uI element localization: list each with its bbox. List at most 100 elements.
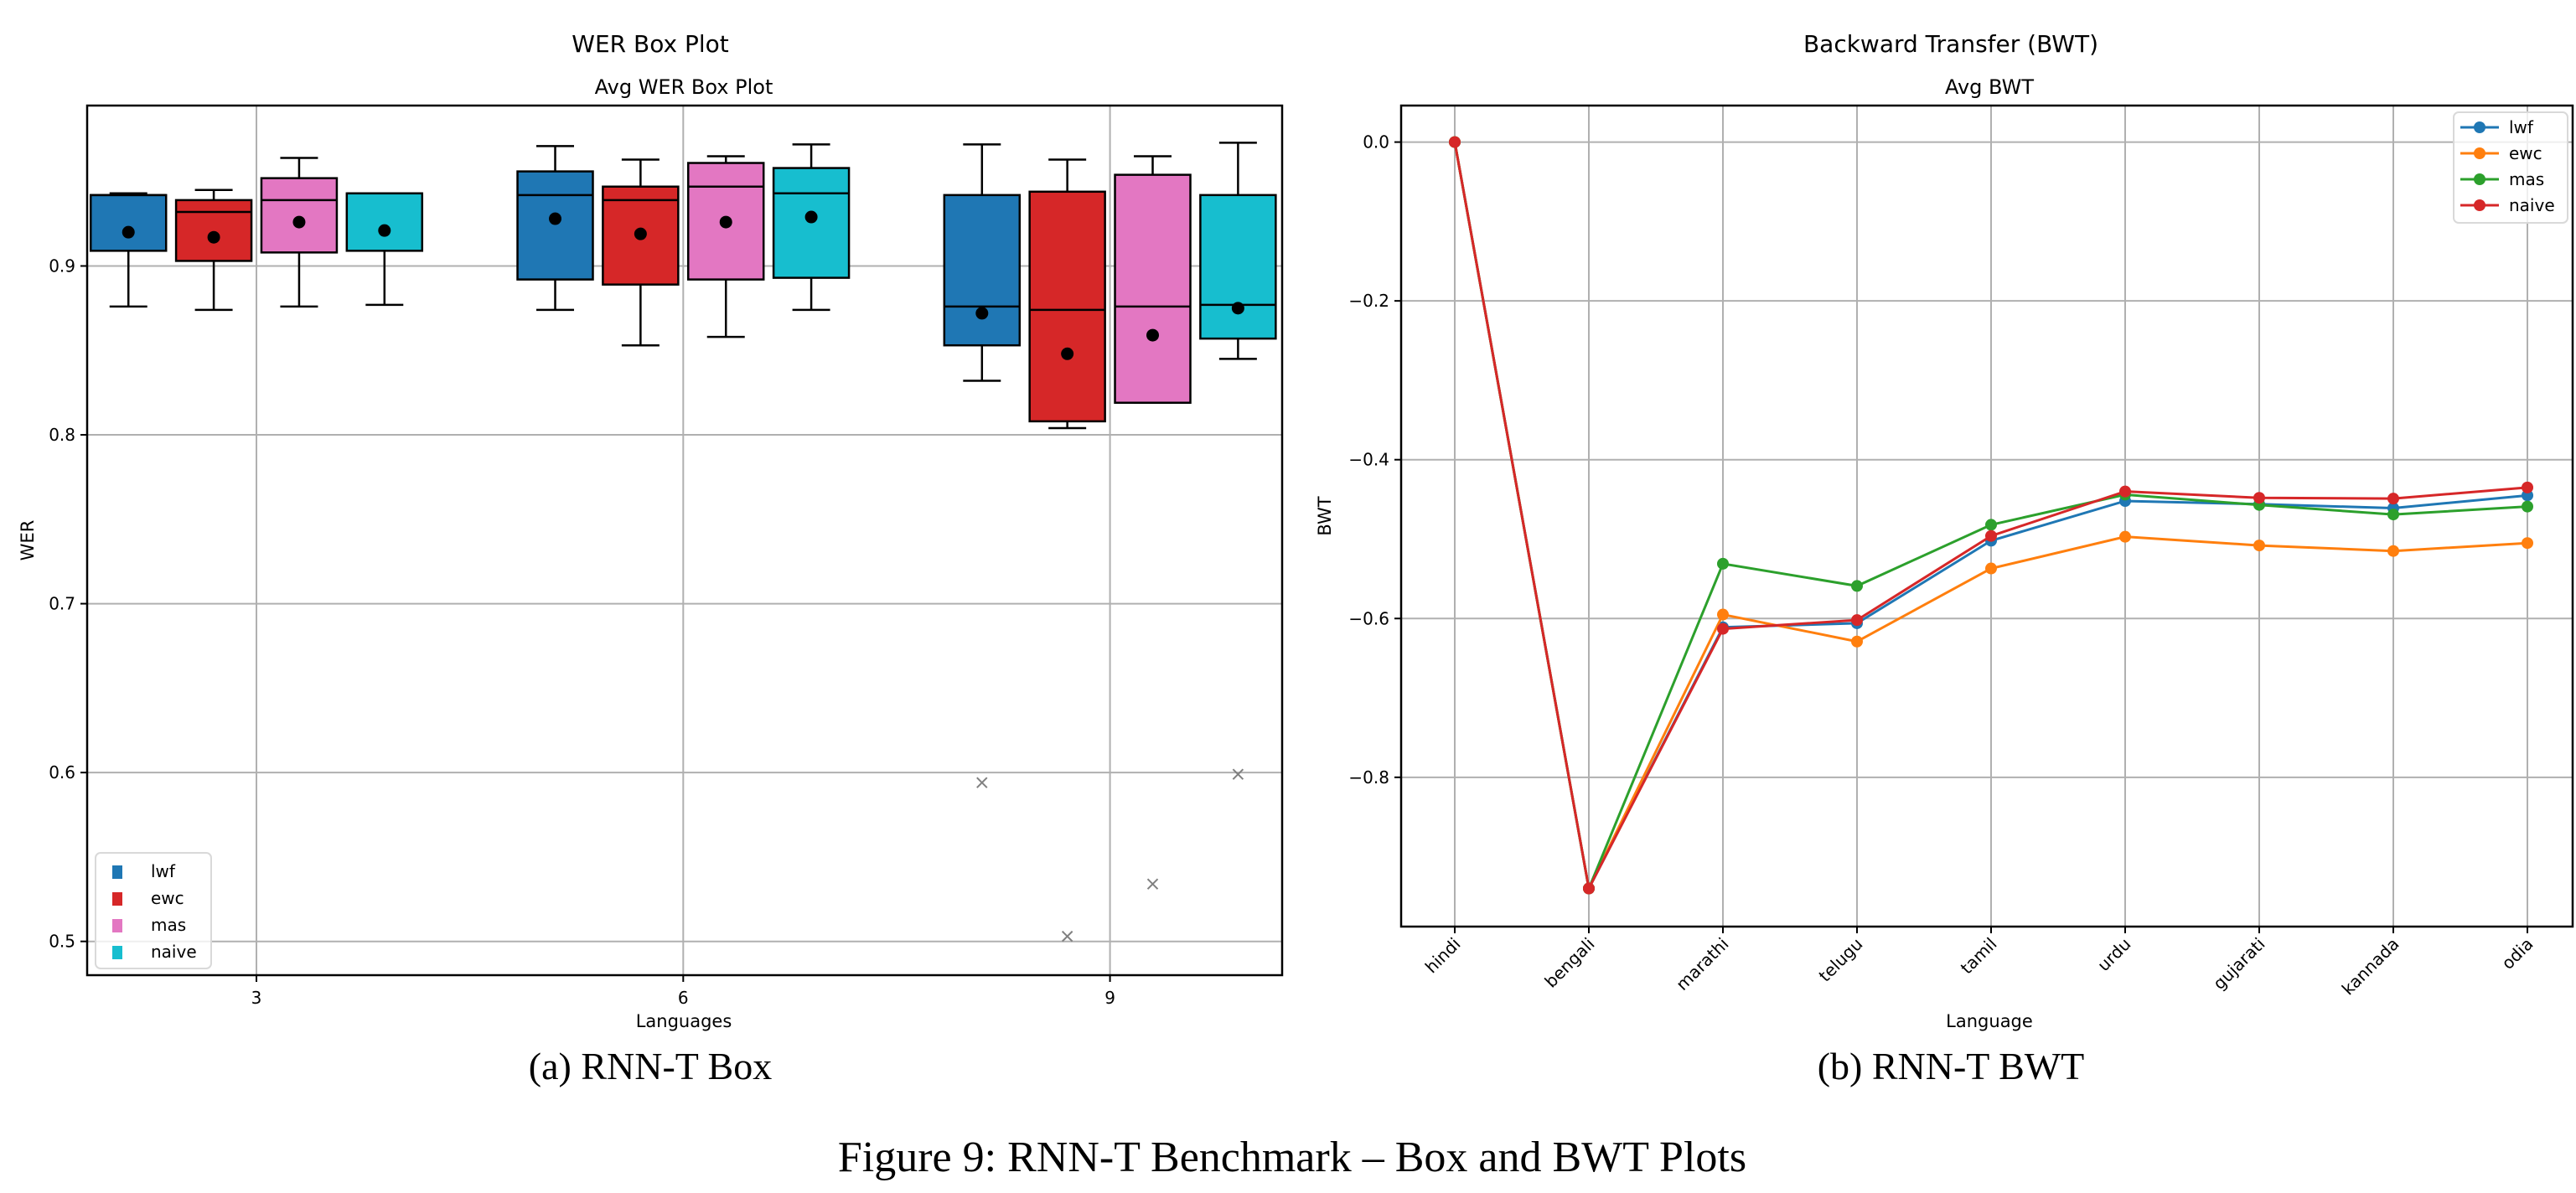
box-ytick-label: 0.5: [49, 932, 75, 952]
bwt-xtick-label: hindi: [1421, 934, 1465, 978]
box-naive: [772, 167, 851, 279]
box-mean-dot: [378, 224, 391, 237]
bwt-point-mas: [1851, 580, 1863, 592]
box-title: Avg WER Box Plot: [595, 75, 773, 99]
box-mas: [1114, 173, 1192, 404]
bwt-point-ewc: [2119, 530, 2131, 543]
bwt-point-naive: [2387, 493, 2399, 505]
bwt-xtick-label: telugu: [1814, 934, 1866, 986]
box-suptitle: WER Box Plot: [572, 30, 728, 58]
bwt-legend-marker-naive: [2474, 199, 2485, 211]
bwt-point-ewc: [1717, 608, 1729, 621]
legend-swatch-naive: [112, 946, 122, 959]
box-mas: [260, 177, 339, 254]
bwt-point-ewc: [2253, 540, 2265, 552]
outlier-stroke: [1232, 768, 1244, 780]
box-xtick-label: 3: [251, 988, 262, 1008]
bwt-point-mas: [1717, 557, 1729, 570]
box-legend: lwf ewc mas naive: [95, 852, 212, 969]
bwt-ytick-label: −0.2: [1348, 291, 1389, 311]
outlier-stroke: [1061, 930, 1073, 943]
box-mean-dot: [719, 215, 732, 229]
box-mean-dot: [804, 210, 818, 224]
box-xtick-label: 6: [678, 988, 689, 1008]
bwt-point-naive: [1851, 614, 1863, 627]
bwt-axes-frame: [1399, 104, 2574, 928]
box-axes: 0.5 0.6 0.7 0.8 0.9 3 6 9: [49, 104, 1284, 1008]
box-outlier-x: [1146, 878, 1159, 890]
bwt-legend-marker-ewc: [2474, 147, 2485, 159]
bwt-xtick-label: kannada: [2338, 934, 2403, 999]
bwt-point-ewc: [2387, 545, 2399, 557]
box-xtick-label: 9: [1104, 988, 1115, 1008]
bwt-point-naive: [1985, 529, 1997, 542]
box-ewc: [602, 185, 680, 286]
outlier-stroke: [1146, 878, 1159, 890]
bwt-xlabel: Language: [1946, 1011, 2033, 1031]
bwt-point-naive: [1583, 882, 1595, 895]
box-lwf: [89, 194, 168, 252]
box-mean-dot: [122, 225, 135, 239]
legend-label-mas: mas: [151, 915, 186, 935]
box-ytick-label: 0.9: [49, 256, 75, 276]
bwt-legend-frame: [2453, 111, 2568, 224]
box-mean-dot: [975, 307, 989, 320]
box-subcaption: (a) RNN-T Box: [529, 1045, 772, 1087]
bwt-point-naive: [2522, 481, 2533, 493]
box-marks: [89, 142, 1277, 943]
box-naive: [345, 192, 424, 252]
bwt-marks: [1449, 136, 2533, 895]
bwt-legend: lwf ewc mas naive: [2453, 111, 2568, 224]
bwt-ytick-label: −0.6: [1348, 608, 1389, 628]
legend-label-lwf: lwf: [151, 861, 176, 881]
bwt-point-mas: [2522, 500, 2533, 513]
box-axes-frame: [85, 104, 1284, 977]
box-mean-dot: [207, 230, 220, 244]
bwt-point-mas: [1985, 519, 1997, 531]
bwt-point-mas: [2387, 509, 2399, 521]
bwt-point-ewc: [1851, 635, 1863, 648]
bwt-xtick-label: bengali: [1540, 934, 1598, 992]
bwt-point-naive: [2119, 485, 2131, 498]
bwt-ytick-label: 0.0: [1363, 132, 1389, 152]
bwt-point-ewc: [1985, 562, 1997, 575]
box-mean-dot: [549, 212, 562, 225]
legend-swatch-lwf: [112, 865, 122, 879]
box-mean-dot: [1061, 347, 1074, 360]
box-ewc: [174, 199, 253, 262]
bwt-title: Avg BWT: [1945, 75, 2034, 99]
box-outlier-x: [1232, 768, 1244, 780]
bwt-suptitle: Backward Transfer (BWT): [1803, 30, 2098, 58]
bwt-ytick-label: −0.8: [1348, 767, 1389, 788]
bwt-point-naive: [1717, 622, 1729, 635]
bwt-legend-label-ewc: ewc: [2509, 143, 2542, 163]
bwt-legend-marker-lwf: [2474, 121, 2485, 133]
bwt-point-ewc: [2522, 537, 2533, 550]
box-ytick-label: 0.8: [49, 425, 75, 445]
bwt-subcaption: (b) RNN-T BWT: [1818, 1045, 2085, 1087]
bwt-point-naive: [2253, 492, 2265, 504]
bwt-ylabel: BWT: [1315, 496, 1335, 535]
box-lwf: [943, 194, 1022, 347]
box-outlier-x: [1061, 930, 1073, 943]
box-xlabel: Languages: [636, 1011, 732, 1031]
box-ytick-label: 0.6: [49, 762, 75, 782]
bwt-legend-label-mas: mas: [2509, 169, 2544, 189]
box-outlier-x: [976, 777, 988, 788]
bwt-xtick-label: odia: [2497, 934, 2537, 974]
box-ylabel: WER: [18, 520, 38, 561]
legend-swatch-ewc: [112, 892, 122, 906]
bwt-xtick-label: marathi: [1672, 934, 1732, 994]
box-lwf: [516, 170, 594, 281]
box-mean-dot: [1146, 328, 1160, 342]
box-mean-dot: [292, 215, 306, 229]
outlier-stroke: [976, 777, 988, 788]
bwt-xtick-label: urdu: [2093, 934, 2134, 975]
box-mean-dot: [1231, 302, 1244, 315]
bwt-ytick-label: −0.4: [1348, 450, 1389, 470]
box-ytick-label: 0.7: [49, 594, 75, 614]
box-naive: [1199, 194, 1277, 340]
box-mean-dot: [634, 227, 647, 240]
legend-swatch-mas: [112, 919, 122, 932]
